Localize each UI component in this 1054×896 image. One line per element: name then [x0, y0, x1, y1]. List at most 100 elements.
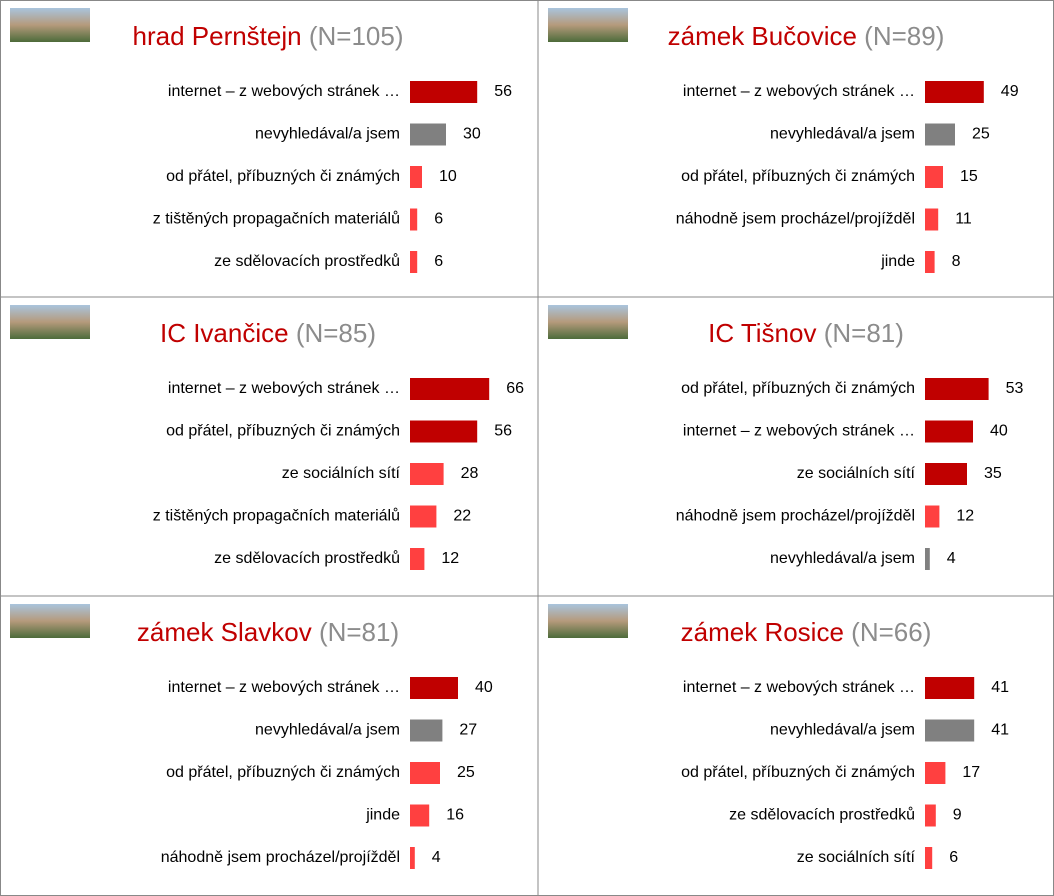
value-label: 16 [446, 807, 464, 824]
bar [410, 81, 477, 103]
bar [925, 421, 973, 443]
category-label: nevyhledával/a jsem [255, 126, 400, 143]
category-label: od přátel, příbuzných či známých [166, 423, 400, 440]
bar [925, 506, 939, 528]
bar [410, 677, 458, 699]
value-label: 25 [457, 764, 475, 781]
category-label: náhodně jsem procházel/projížděl [676, 508, 915, 525]
category-label: od přátel, příbuzných či známých [166, 764, 400, 781]
category-label: z tištěných propagačních materiálů [153, 507, 400, 525]
bar [925, 124, 955, 146]
chart-title: zámek Bučovice (N=89) [668, 21, 945, 51]
title-name: IC Ivančice [160, 318, 289, 348]
value-label: 15 [960, 168, 978, 185]
title-count: (N=85) [296, 318, 376, 348]
value-label: 35 [984, 465, 1002, 482]
bar [925, 720, 974, 742]
value-label: 12 [956, 508, 974, 525]
bar [410, 209, 417, 231]
value-label: 6 [949, 849, 958, 866]
bar [925, 762, 945, 784]
photo [548, 305, 628, 339]
value-label: 40 [475, 679, 493, 696]
value-label: 28 [461, 465, 479, 482]
value-label: 22 [453, 508, 471, 525]
value-label: 40 [990, 423, 1008, 440]
chart-title: hrad Pernštejn (N=105) [133, 21, 404, 51]
title-count: (N=66) [851, 617, 931, 647]
bar [925, 81, 984, 103]
category-label: náhodně jsem procházel/projížděl [676, 211, 915, 228]
value-label: 6 [434, 211, 443, 228]
value-label: 8 [952, 253, 961, 270]
category-label: internet – z webových stránek … [683, 83, 915, 100]
value-label: 56 [494, 83, 512, 100]
category-label: nevyhledával/a jsem [770, 550, 915, 567]
category-label: od přátel, příbuzných či známých [681, 168, 915, 185]
photo [10, 604, 90, 638]
category-label: internet – z webových stránek … [683, 423, 915, 440]
value-label: 4 [947, 550, 956, 567]
value-label: 53 [1006, 380, 1024, 397]
category-label: z tištěných propagačních materiálů [153, 210, 400, 228]
value-label: 27 [459, 722, 477, 739]
category-label: nevyhledával/a jsem [255, 722, 400, 739]
title-name: hrad Pernštejn [133, 21, 302, 51]
bar [925, 548, 930, 570]
category-label: od přátel, příbuzných či známých [166, 168, 400, 185]
bar [410, 506, 436, 528]
title-count: (N=81) [319, 617, 399, 647]
value-label: 56 [494, 423, 512, 440]
value-label: 12 [441, 550, 459, 567]
value-label: 30 [463, 126, 481, 143]
bar [410, 548, 424, 570]
photo [10, 8, 90, 42]
bar [410, 378, 489, 400]
value-label: 41 [991, 679, 1009, 696]
bar [410, 720, 442, 742]
category-label: ze sociálních sítí [797, 849, 916, 866]
chart-title: IC Tišnov (N=81) [708, 318, 904, 348]
title-count: (N=89) [864, 21, 944, 51]
chart-title: zámek Slavkov (N=81) [137, 617, 399, 647]
value-label: 41 [991, 722, 1009, 739]
bar [410, 463, 444, 485]
bar [925, 166, 943, 188]
bar [925, 378, 989, 400]
category-label: ze sociálních sítí [797, 465, 916, 482]
value-label: 17 [962, 764, 980, 781]
value-label: 11 [955, 211, 972, 228]
category-label: ze sociálních sítí [282, 465, 401, 482]
bar [410, 805, 429, 827]
chart-title: zámek Rosice (N=66) [681, 617, 932, 647]
bar [925, 805, 936, 827]
category-label: od přátel, příbuzných či známých [681, 764, 915, 781]
value-label: 4 [432, 849, 441, 866]
title-count: (N=105) [309, 21, 404, 51]
bar [410, 124, 446, 146]
category-label: internet – z webových stránek … [168, 679, 400, 696]
value-label: 25 [972, 126, 990, 143]
category-label: nevyhledával/a jsem [770, 722, 915, 739]
category-label: náhodně jsem procházel/projížděl [161, 849, 400, 866]
value-label: 66 [506, 380, 524, 397]
category-label: ze sdělovacích prostředků [214, 549, 400, 567]
bar [925, 251, 935, 273]
category-label: internet – z webových stránek … [168, 380, 400, 397]
title-name: zámek Bučovice [668, 21, 857, 51]
bar [410, 847, 415, 869]
category-label: jinde [880, 253, 915, 270]
photo [548, 604, 628, 638]
bar [410, 251, 417, 273]
title-name: IC Tišnov [708, 318, 816, 348]
title-name: zámek Rosice [681, 617, 844, 647]
value-label: 49 [1001, 83, 1019, 100]
photo [10, 305, 90, 339]
title-name: zámek Slavkov [137, 617, 312, 647]
chart-title: IC Ivančice (N=85) [160, 318, 376, 348]
bar [925, 463, 967, 485]
bar [925, 677, 974, 699]
bar [410, 421, 477, 443]
value-label: 9 [953, 807, 962, 824]
chart-grid: hrad Pernštejn (N=105) internet – z webov… [0, 0, 1054, 896]
